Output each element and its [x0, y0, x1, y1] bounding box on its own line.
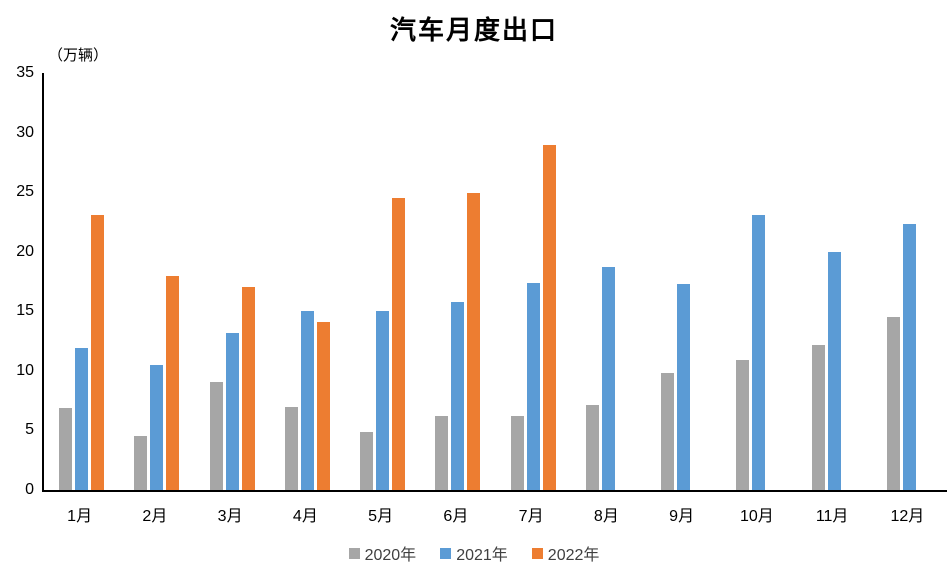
x-tick-label-8: 8月	[593, 508, 619, 525]
legend-swatch-icon	[440, 547, 452, 559]
bar-2022年-6月	[467, 193, 481, 490]
bar-2020年-9月	[661, 373, 675, 490]
bar-2020年-12月	[886, 317, 900, 490]
y-tick-label-20: 20	[16, 242, 34, 260]
bar-2021年-7月	[526, 282, 540, 490]
bar-2022年-4月	[316, 322, 330, 490]
bar-2021年-4月	[300, 311, 314, 490]
y-tick-label-30: 30	[16, 123, 34, 141]
bar-2021年-9月	[677, 283, 691, 490]
bar-2022年-2月	[166, 275, 180, 490]
bar-2022年-3月	[241, 287, 255, 490]
bar-2022年-1月	[91, 214, 105, 490]
bar-2020年-1月	[59, 407, 73, 490]
x-tick-label-1: 1月	[67, 508, 93, 525]
bar-2020年-2月	[134, 436, 148, 490]
legend-item-2021年: 2021年	[440, 541, 508, 565]
bar-2021年-2月	[150, 364, 164, 490]
bar-2020年-8月	[585, 405, 599, 490]
x-tick-label-7: 7月	[518, 508, 544, 525]
bar-2021年-10月	[752, 214, 766, 490]
x-tick-label-2: 2月	[142, 508, 168, 525]
x-tick-label-3: 3月	[217, 508, 243, 525]
legend-item-2022年: 2022年	[531, 541, 600, 565]
legend-label: 2021年	[456, 547, 508, 564]
x-tick-label-4: 4月	[292, 508, 318, 525]
bar-2021年-8月	[601, 267, 615, 490]
y-tick-label-25: 25	[16, 183, 34, 201]
y-tick-label-35: 35	[16, 64, 34, 81]
chart-title: 汽车月度出口	[389, 16, 558, 46]
y-axis-unit-label: （万辆）	[48, 47, 109, 64]
y-tick-label-10: 10	[16, 361, 34, 379]
y-tick-label-15: 15	[16, 302, 34, 320]
legend-label: 2020年	[364, 547, 417, 564]
bar-2022年-7月	[542, 144, 556, 490]
x-tick-label-10: 10月	[739, 508, 774, 525]
legend-item-2020年: 2020年	[348, 541, 417, 565]
bar-2021年-1月	[75, 348, 89, 490]
bar-2020年-5月	[360, 431, 374, 490]
x-tick-label-11: 11月	[815, 508, 849, 525]
bar-2021年-12月	[902, 224, 916, 490]
bar-2021年-3月	[225, 332, 239, 490]
x-tick-label-12: 12月	[890, 508, 925, 525]
bar-2020年-6月	[435, 416, 449, 490]
bar-2022年-5月	[392, 198, 406, 490]
legend-label: 2022年	[547, 547, 600, 564]
bar-2020年-11月	[811, 344, 825, 490]
bar-2020年-4月	[284, 406, 298, 490]
bar-2020年-7月	[510, 416, 524, 490]
x-tick-label-5: 5月	[368, 508, 394, 525]
x-tick-label-9: 9月	[669, 508, 695, 525]
bar-2021年-5月	[376, 311, 390, 490]
legend-swatch-icon	[531, 547, 543, 559]
legend-swatch-icon	[348, 547, 360, 559]
x-tick-label-6: 6月	[443, 508, 469, 525]
y-tick-label-5: 5	[25, 421, 34, 439]
bar-2020年-10月	[736, 360, 750, 490]
plot-area	[42, 73, 947, 492]
bar-2021年-11月	[827, 251, 841, 490]
y-tick-label-0: 0	[25, 481, 34, 498]
bar-2021年-6月	[451, 301, 465, 490]
bar-2020年-3月	[209, 381, 223, 490]
chart-legend: 2020年 2021年 2022年	[0, 541, 948, 565]
